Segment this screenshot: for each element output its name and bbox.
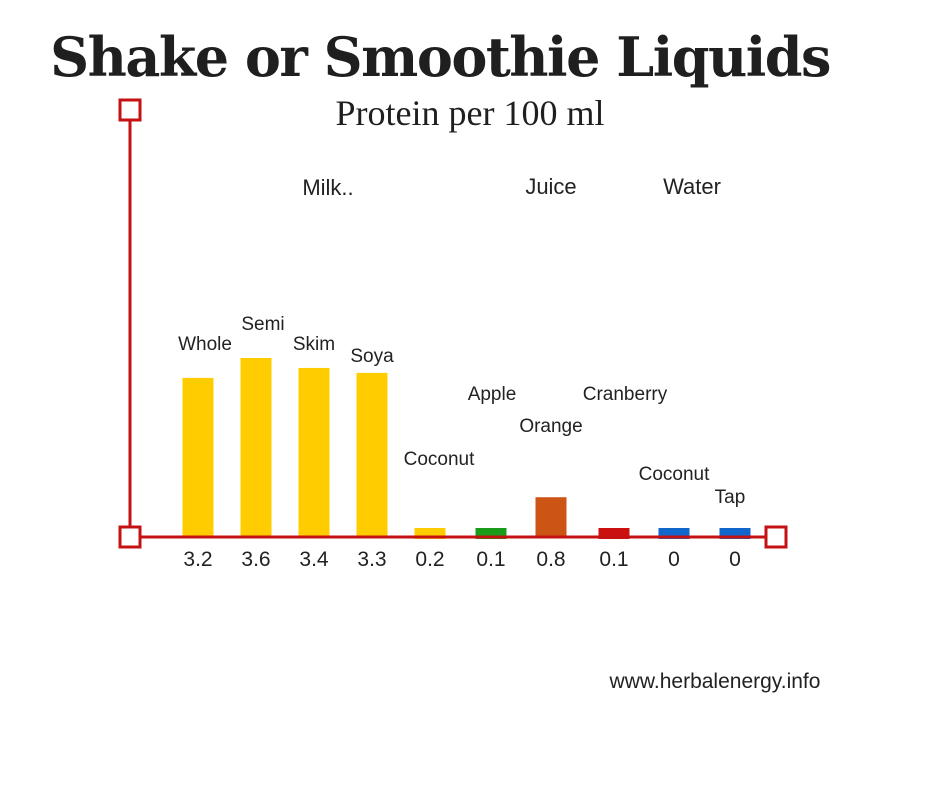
chart-subtitle: Protein per 100 ml xyxy=(336,93,605,133)
value-label-8: 0 xyxy=(668,548,680,571)
value-label-2: 3.4 xyxy=(299,548,329,571)
bar-label-5: Apple xyxy=(468,384,517,405)
group-labels: Milk.. Juice Water xyxy=(302,174,721,200)
y-axis-top-marker xyxy=(118,98,142,122)
bar-soya-3 xyxy=(356,372,388,537)
bar-label-4: Coconut xyxy=(404,449,475,470)
bar-whole-0 xyxy=(182,377,214,537)
bar-orange-6 xyxy=(535,497,567,537)
value-label-1: 3.6 xyxy=(241,548,270,571)
website-url: www.herbalenergy.info xyxy=(609,670,821,693)
bar-label-8: Coconut xyxy=(639,464,710,485)
value-label-3: 3.3 xyxy=(357,548,386,571)
value-label-6: 0.8 xyxy=(536,548,565,571)
group-label-milk: Milk.. xyxy=(302,175,353,200)
bars xyxy=(182,358,751,539)
bar-label-3: Soya xyxy=(350,346,394,367)
bar-cranberry-7 xyxy=(598,528,630,539)
group-label-water: Water xyxy=(663,174,721,199)
bar-label-7: Cranberry xyxy=(583,384,668,405)
bar-label-6: Orange xyxy=(519,416,582,437)
axes xyxy=(118,98,788,549)
bar-labels: Whole Semi Skim Soya Coconut AppleOrangeCranb… xyxy=(178,314,745,508)
value-label-7: 0.1 xyxy=(599,548,628,571)
value-label-4: 0.2 xyxy=(415,548,444,571)
value-label-9: 0 xyxy=(729,548,741,571)
bar-label-1: Semi xyxy=(241,314,284,335)
group-label-juice: Juice xyxy=(525,174,576,199)
origin-marker xyxy=(118,525,142,549)
x-axis-end-marker xyxy=(764,525,788,549)
bar-apple-5 xyxy=(475,528,507,539)
value-label-0: 3.2 xyxy=(183,548,212,571)
chart-title: Shake or Smoothie Liquids xyxy=(50,25,830,89)
value-label-5: 0.1 xyxy=(476,548,505,571)
bar-label-9: Tap xyxy=(715,487,746,508)
bar-coconut-8 xyxy=(658,528,690,539)
bar-skim-2 xyxy=(298,367,330,537)
bar-label-2: Skim xyxy=(293,334,335,355)
bar-label-0: Whole xyxy=(178,334,232,355)
bar-coconut-4 xyxy=(414,528,446,539)
bar-semi-1 xyxy=(240,358,272,537)
value-labels: 3.2 3.6 3.4 3.3 0.2 0.1 0.8 0.1 0 0 xyxy=(183,548,740,571)
bar-tap-9 xyxy=(719,528,751,539)
